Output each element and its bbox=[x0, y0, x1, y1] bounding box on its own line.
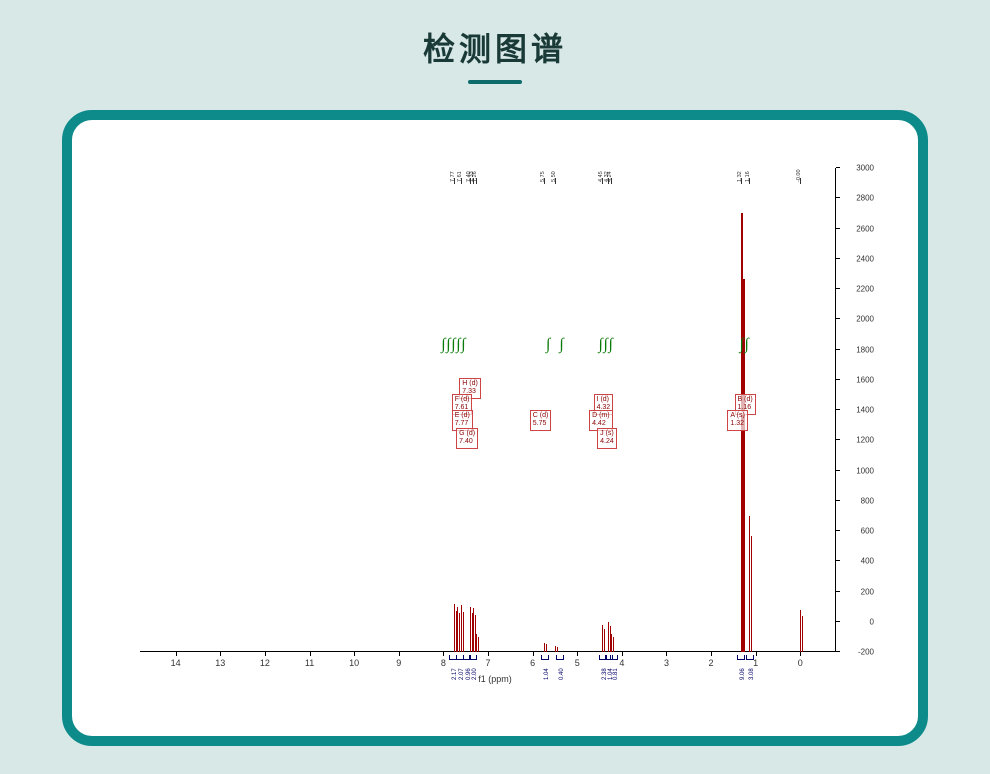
y-tick: 2400 bbox=[840, 254, 874, 263]
x-tick: 4 bbox=[619, 658, 624, 668]
integration-value: 3.08 bbox=[749, 668, 755, 680]
x-tick: 6 bbox=[530, 658, 535, 668]
chart-area: CH₃CH₃ H₃CO OHHN OO 2889 732 4127 61011 … bbox=[100, 148, 890, 708]
peak-ppm-label: 1.16 bbox=[745, 171, 751, 182]
y-tick: 1000 bbox=[840, 466, 874, 475]
integration-value: 1.04 bbox=[544, 668, 550, 680]
x-tick: 9 bbox=[396, 658, 401, 668]
integral-curve: ∫ bbox=[451, 336, 455, 354]
nmr-peak bbox=[602, 625, 603, 652]
page-title: 检测图谱 bbox=[0, 0, 990, 70]
y-tick: 2200 bbox=[840, 285, 874, 294]
peak-annotation-box: J (s)4.24 bbox=[597, 428, 617, 449]
nmr-peak bbox=[611, 634, 612, 652]
nmr-peak bbox=[459, 613, 460, 652]
x-tick: 14 bbox=[171, 658, 181, 668]
title-underline bbox=[468, 80, 522, 84]
nmr-peak bbox=[557, 647, 558, 652]
integration-value: 9.06 bbox=[740, 668, 746, 680]
x-tick: 3 bbox=[664, 658, 669, 668]
y-tick: 2800 bbox=[840, 194, 874, 203]
integral-curve: ∫ bbox=[546, 336, 550, 354]
nmr-peak bbox=[613, 637, 614, 652]
peak-ppm-label: 5.50 bbox=[551, 171, 557, 182]
integral-curve: ∫ bbox=[446, 336, 450, 354]
nmr-peak bbox=[470, 607, 471, 652]
nmr-peak bbox=[544, 643, 545, 652]
nmr-peak bbox=[473, 608, 474, 652]
integral-curve: ∫ bbox=[608, 336, 612, 354]
integral-curve: ∫ bbox=[441, 336, 445, 354]
y-tick: 1800 bbox=[840, 345, 874, 354]
x-tick: 11 bbox=[305, 658, 314, 668]
spectrum-frame: CH₃CH₃ H₃CO OHHN OO 2889 732 4127 61011 … bbox=[62, 110, 928, 746]
peak-ppm-label: 7.61 bbox=[457, 171, 463, 182]
integral-curve: ∫ bbox=[456, 336, 460, 354]
x-tick: 12 bbox=[260, 658, 270, 668]
peak-annotation-box: G (d)7.40 bbox=[456, 428, 478, 449]
nmr-peak bbox=[604, 629, 605, 652]
y-tick: 2600 bbox=[840, 224, 874, 233]
x-tick: 2 bbox=[709, 658, 714, 668]
nmr-peak bbox=[555, 646, 556, 652]
y-tick: 800 bbox=[840, 496, 874, 505]
integral-curve: ∫ bbox=[461, 336, 465, 354]
y-tick: -200 bbox=[840, 648, 874, 657]
y-tick: 1200 bbox=[840, 436, 874, 445]
nmr-peak bbox=[476, 634, 477, 652]
y-tick: 3000 bbox=[840, 164, 874, 173]
integration-value: 2.17 bbox=[452, 668, 458, 680]
x-tick: 1 bbox=[753, 658, 758, 668]
y-tick: 0 bbox=[840, 617, 874, 626]
integral-curve: ∫ bbox=[745, 336, 749, 354]
peak-ppm-label: 7.77 bbox=[450, 171, 456, 182]
x-axis-label: f1 (ppm) bbox=[478, 674, 512, 684]
nmr-peak bbox=[608, 622, 609, 652]
y-axis bbox=[835, 168, 836, 652]
x-tick: 0 bbox=[798, 658, 803, 668]
nmr-peak bbox=[800, 610, 801, 652]
x-tick: 13 bbox=[215, 658, 225, 668]
nmr-peak bbox=[454, 604, 455, 652]
peak-ppm-label: 5.75 bbox=[540, 171, 546, 182]
nmr-peak bbox=[457, 607, 458, 652]
nmr-peak bbox=[463, 612, 464, 652]
nmr-peak bbox=[751, 536, 753, 652]
peak-ppm-label: 1.32 bbox=[737, 171, 743, 182]
integration-value: 0.96 bbox=[466, 668, 472, 680]
integration-value: 2.07 bbox=[459, 668, 465, 680]
y-tick: 2000 bbox=[840, 315, 874, 324]
integral-curve: ∫ bbox=[559, 336, 563, 354]
integration-value: 0.40 bbox=[559, 668, 565, 680]
peak-ppm-label: 4.45 bbox=[598, 171, 604, 182]
peak-annotation-box: C (d)5.75 bbox=[530, 410, 552, 431]
integral-curve: ∫ bbox=[740, 336, 744, 354]
y-tick: 400 bbox=[840, 557, 874, 566]
x-tick: 8 bbox=[441, 658, 446, 668]
y-tick: 200 bbox=[840, 587, 874, 596]
x-tick: 5 bbox=[575, 658, 580, 668]
x-tick: 10 bbox=[349, 658, 359, 668]
y-tick: 600 bbox=[840, 527, 874, 536]
peak-annotation-box: A (s)1.32 bbox=[727, 410, 747, 431]
nmr-peak bbox=[802, 616, 803, 652]
y-tick: 1600 bbox=[840, 375, 874, 384]
integration-value: 2.00 bbox=[472, 668, 478, 680]
nmr-peak bbox=[478, 637, 479, 652]
integration-value: 2.38 bbox=[602, 668, 608, 680]
x-tick: 7 bbox=[485, 658, 490, 668]
peak-ppm-label: 4.24 bbox=[607, 171, 613, 182]
integration-value: 0.81 bbox=[613, 668, 619, 680]
y-tick: 1400 bbox=[840, 406, 874, 415]
peak-ppm-label: 7.26 bbox=[472, 171, 478, 182]
peak-ppm-label: -0.00 bbox=[796, 169, 802, 182]
nmr-peak bbox=[546, 644, 547, 652]
nmr-peak bbox=[461, 605, 462, 652]
